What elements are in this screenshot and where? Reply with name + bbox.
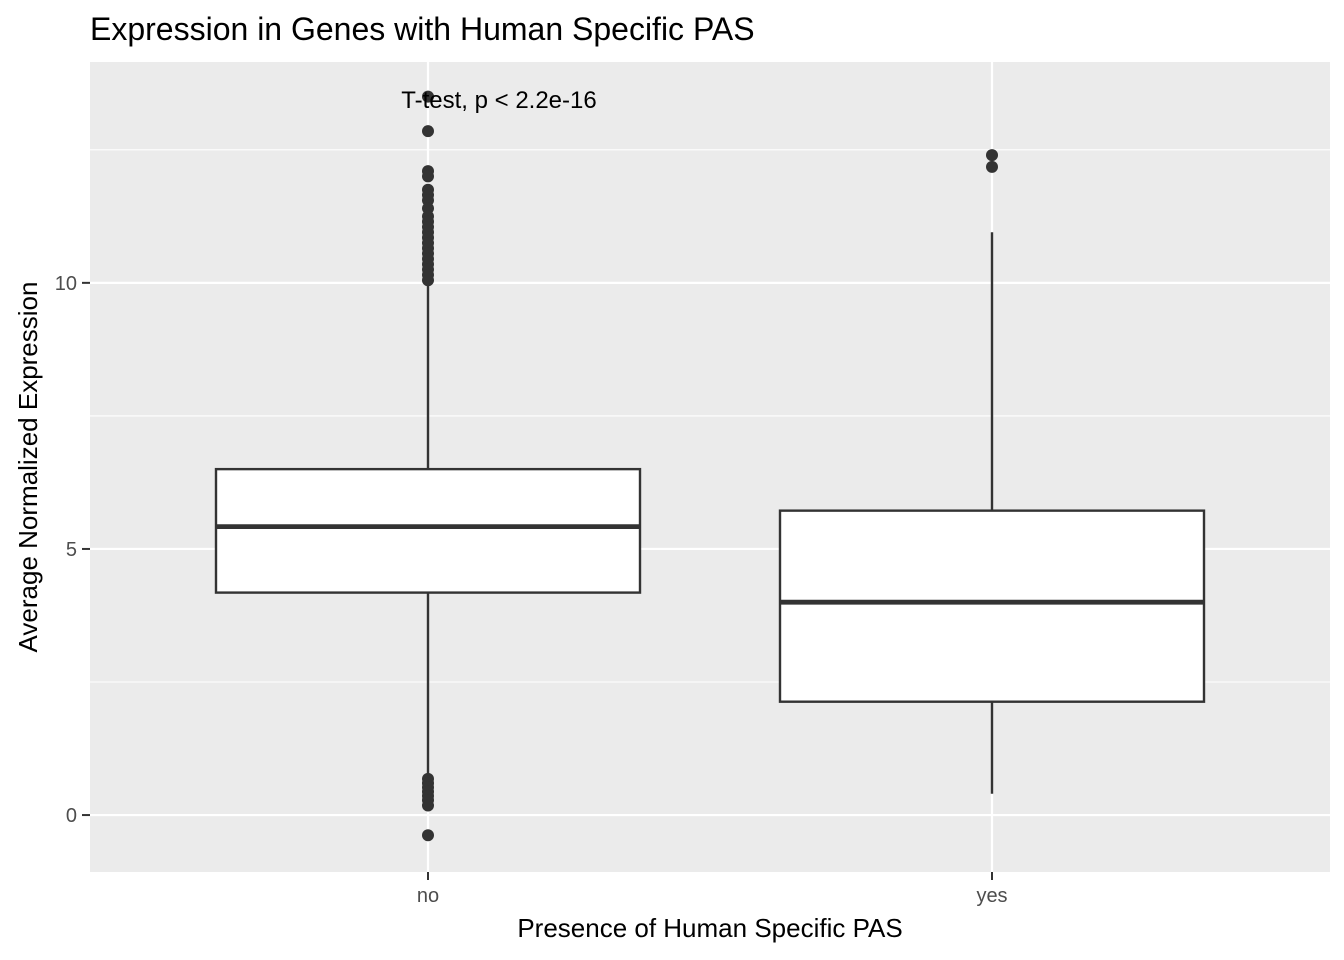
boxplot-no: [214, 282, 642, 777]
outlier-point: [422, 90, 434, 103]
outlier-point: [422, 125, 434, 138]
outlier-layer: [422, 90, 998, 842]
outlier-point: [986, 149, 998, 162]
y-tick-label: 10: [55, 273, 77, 295]
boxplot-yes: [778, 232, 1206, 794]
outlier-point: [986, 160, 998, 173]
outlier-point: [422, 274, 434, 287]
y-tick-label: 5: [66, 539, 77, 561]
y-axis: 0 5 10: [55, 273, 90, 827]
plot-panel: [90, 62, 1330, 872]
y-tick-label: 0: [66, 805, 77, 827]
t-test-annotation: T-test, p < 2.2e-16: [401, 87, 596, 114]
y-axis-title: Average Normalized Expression: [13, 282, 43, 653]
x-axis: no yes: [417, 872, 1008, 907]
x-tick-label: yes: [976, 885, 1007, 907]
box-iqr: [778, 509, 1206, 703]
outlier-point: [422, 170, 434, 183]
chart-title: Expression in Genes with Human Specific …: [90, 11, 755, 47]
box-layer: [214, 232, 1206, 794]
outlier-point: [422, 829, 434, 842]
outlier-point: [422, 799, 434, 812]
x-tick-label: no: [417, 885, 439, 907]
x-axis-title: Presence of Human Specific PAS: [517, 913, 902, 943]
box-iqr: [214, 467, 642, 594]
